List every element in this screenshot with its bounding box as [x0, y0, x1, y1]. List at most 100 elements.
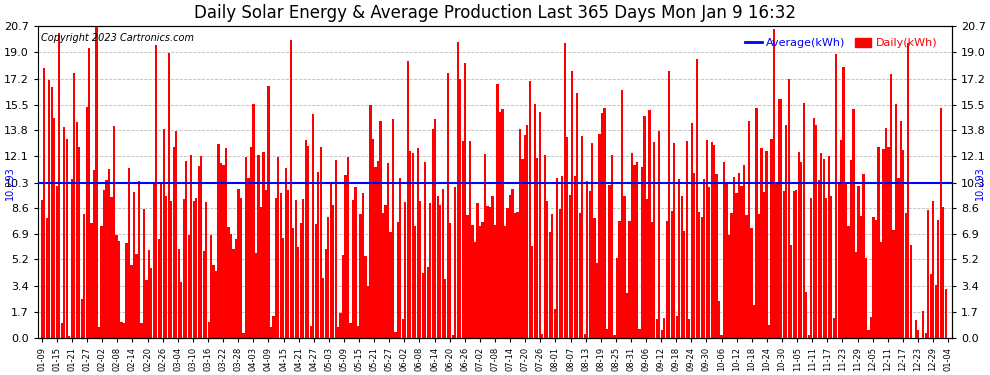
Bar: [902, 150, 905, 338]
Bar: [98, 327, 100, 338]
Bar: [639, 329, 641, 338]
Bar: [788, 79, 790, 338]
Bar: [718, 300, 721, 338]
Bar: [775, 182, 777, 338]
Bar: [798, 152, 800, 338]
Bar: [165, 196, 167, 338]
Bar: [576, 93, 578, 338]
Bar: [180, 282, 182, 338]
Bar: [83, 214, 85, 338]
Bar: [285, 168, 287, 338]
Bar: [200, 156, 202, 338]
Bar: [300, 223, 302, 338]
Bar: [880, 242, 882, 338]
Bar: [820, 153, 823, 338]
Bar: [506, 208, 509, 338]
Bar: [818, 180, 820, 338]
Bar: [397, 222, 399, 338]
Bar: [471, 225, 473, 338]
Bar: [128, 168, 130, 338]
Bar: [346, 157, 349, 338]
Bar: [351, 200, 354, 338]
Bar: [459, 80, 461, 338]
Bar: [823, 159, 825, 338]
Bar: [867, 330, 869, 338]
Bar: [808, 335, 810, 338]
Bar: [723, 162, 726, 338]
Bar: [499, 112, 501, 338]
Bar: [830, 196, 833, 338]
Bar: [364, 256, 366, 338]
Bar: [70, 178, 73, 338]
Bar: [392, 119, 394, 338]
Bar: [419, 201, 422, 338]
Bar: [409, 151, 412, 338]
Title: Daily Solar Energy & Average Production Last 365 Days Mon Jan 9 16:32: Daily Solar Energy & Average Production …: [194, 4, 796, 22]
Bar: [504, 226, 506, 338]
Bar: [944, 290, 946, 338]
Bar: [257, 155, 259, 338]
Bar: [141, 323, 143, 338]
Bar: [203, 251, 205, 338]
Bar: [614, 335, 616, 338]
Bar: [780, 99, 782, 338]
Bar: [641, 167, 644, 338]
Bar: [875, 220, 877, 338]
Bar: [280, 193, 282, 338]
Bar: [696, 60, 698, 338]
Bar: [330, 184, 332, 338]
Bar: [665, 222, 668, 338]
Bar: [728, 234, 731, 338]
Bar: [240, 198, 243, 338]
Bar: [588, 191, 591, 338]
Bar: [461, 141, 463, 338]
Bar: [768, 325, 770, 338]
Bar: [773, 29, 775, 338]
Bar: [752, 305, 755, 338]
Bar: [532, 246, 534, 338]
Bar: [905, 213, 907, 338]
Bar: [93, 170, 95, 338]
Bar: [738, 173, 741, 338]
Bar: [847, 226, 849, 338]
Bar: [407, 61, 409, 338]
Bar: [269, 327, 272, 338]
Bar: [182, 200, 185, 338]
Bar: [745, 215, 747, 338]
Bar: [496, 84, 499, 338]
Bar: [113, 126, 115, 338]
Bar: [193, 201, 195, 338]
Bar: [686, 141, 688, 338]
Bar: [882, 149, 885, 338]
Bar: [548, 232, 550, 338]
Bar: [49, 80, 50, 338]
Bar: [394, 332, 397, 338]
Bar: [262, 152, 264, 338]
Bar: [604, 108, 606, 338]
Bar: [382, 213, 384, 338]
Bar: [187, 236, 190, 338]
Bar: [474, 242, 476, 338]
Bar: [529, 81, 531, 338]
Bar: [892, 231, 895, 338]
Bar: [593, 217, 596, 338]
Bar: [616, 258, 618, 338]
Bar: [897, 178, 900, 338]
Bar: [481, 222, 484, 338]
Bar: [138, 181, 140, 338]
Bar: [349, 322, 351, 338]
Bar: [706, 140, 708, 338]
Bar: [838, 182, 840, 338]
Bar: [922, 310, 925, 338]
Bar: [747, 121, 750, 338]
Bar: [451, 334, 453, 338]
Bar: [596, 263, 598, 338]
Bar: [131, 265, 133, 338]
Bar: [636, 162, 639, 338]
Bar: [553, 309, 555, 338]
Bar: [670, 211, 673, 338]
Bar: [374, 166, 376, 338]
Bar: [770, 139, 772, 338]
Bar: [619, 221, 621, 338]
Bar: [857, 186, 859, 338]
